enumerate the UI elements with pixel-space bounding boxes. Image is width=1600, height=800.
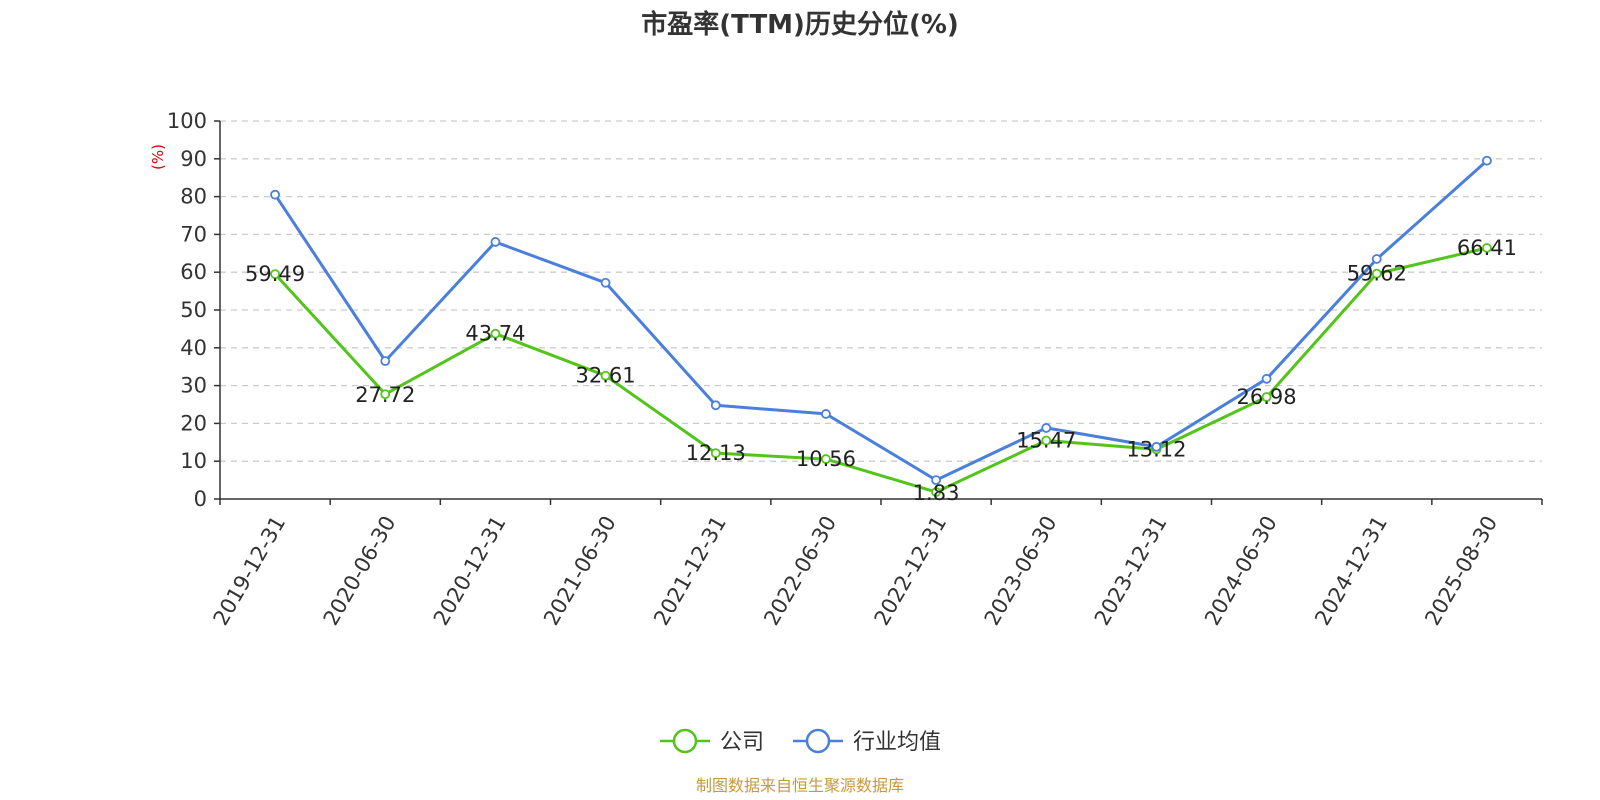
- data-point: [1151, 441, 1162, 452]
- data-label: 59.62: [1347, 262, 1407, 286]
- data-point: [600, 370, 611, 381]
- y-tick-label: 0: [194, 487, 207, 511]
- x-tick-label: 2020-06-30: [319, 512, 401, 630]
- data-point: [931, 487, 941, 497]
- data-point: [490, 328, 501, 339]
- y-tick-label: 20: [180, 411, 207, 435]
- data-label: 27.72: [355, 383, 415, 407]
- data-point: [1041, 423, 1052, 433]
- data-point: [270, 189, 280, 200]
- data-point: [490, 237, 501, 247]
- chart-title: 市盈率(TTM)历史分位(%): [641, 9, 959, 40]
- data-point: [270, 269, 280, 280]
- y-axis-label: (%): [149, 144, 167, 170]
- data-label: 1.83: [913, 481, 960, 505]
- data-label: 13.12: [1126, 437, 1186, 461]
- data-label: 59.49: [245, 262, 305, 286]
- data-point: [1482, 155, 1492, 166]
- x-tick-label: 2021-06-30: [539, 512, 621, 630]
- data-labels: 59.49 27.72 43.74 32.61 12.13 10.56 1.83 15.47 1…: [245, 236, 1517, 505]
- y-tick-label: 70: [180, 222, 207, 246]
- x-axis-ticks: 2019-12-31 2020-06-30 2020-12-31 2021-06-30…: [209, 499, 1543, 630]
- data-point: [1261, 392, 1272, 402]
- x-tick-label: 2019-12-31: [209, 512, 291, 630]
- y-axis-ticks: 0 10 20 30 40 50 60 70 80 90 100: [167, 109, 220, 511]
- data-point: [1371, 268, 1382, 279]
- data-point: [710, 400, 721, 411]
- grid-lines: [220, 120, 1542, 462]
- x-tick-label: 2022-12-31: [870, 512, 952, 630]
- legend-item[interactable]: 行业均值: [793, 728, 941, 755]
- data-point: [1482, 243, 1492, 253]
- x-tick-label: 2021-12-31: [649, 512, 731, 630]
- data-point: [821, 454, 831, 464]
- series-line: [273, 246, 1488, 494]
- data-label: 15.47: [1016, 429, 1076, 453]
- y-tick-label: 100: [167, 109, 207, 133]
- y-tick-label: 60: [180, 260, 207, 284]
- data-point: [1371, 254, 1382, 264]
- data-label: 12.13: [686, 441, 746, 465]
- series-line: [273, 159, 1488, 482]
- x-tick-label: 2025-08-30: [1420, 512, 1502, 630]
- data-label: 43.74: [465, 322, 525, 346]
- y-tick-label: 40: [180, 336, 207, 360]
- data-point: [600, 277, 611, 288]
- data-point: [1261, 373, 1272, 384]
- y-tick-label: 80: [180, 185, 207, 209]
- data-label: 26.98: [1237, 385, 1297, 409]
- legend-label: 行业均值: [853, 730, 941, 755]
- legend-item[interactable]: 公司: [660, 728, 764, 755]
- data-point: [710, 448, 721, 459]
- data-label: 66.41: [1457, 236, 1517, 260]
- data-point: [380, 356, 391, 366]
- legend-marker-icon: [672, 728, 698, 754]
- data-label: 10.56: [796, 447, 856, 471]
- source-note: 制图数据来自恒生聚源数据库: [696, 776, 904, 795]
- y-tick-label: 10: [180, 449, 207, 473]
- x-tick-label: 2024-12-31: [1310, 512, 1392, 630]
- legend-label: 公司: [720, 730, 764, 755]
- x-tick-label: 2023-12-31: [1090, 512, 1172, 630]
- x-tick-label: 2022-06-30: [759, 512, 841, 630]
- y-tick-label: 30: [180, 374, 207, 398]
- data-point: [1041, 435, 1052, 446]
- x-tick-label: 2020-12-31: [429, 512, 511, 630]
- series-layer: [270, 155, 1492, 497]
- legend-marker-icon: [805, 728, 831, 754]
- data-label: 32.61: [576, 364, 636, 388]
- data-point: [380, 389, 391, 400]
- x-tick-label: 2024-06-30: [1200, 512, 1282, 630]
- y-tick-label: 90: [180, 147, 207, 171]
- data-point: [931, 475, 941, 486]
- x-tick-label: 2023-06-30: [980, 512, 1062, 630]
- y-tick-label: 50: [180, 298, 207, 322]
- legend[interactable]: 公司 行业均值: [660, 728, 941, 755]
- data-point: [821, 409, 831, 419]
